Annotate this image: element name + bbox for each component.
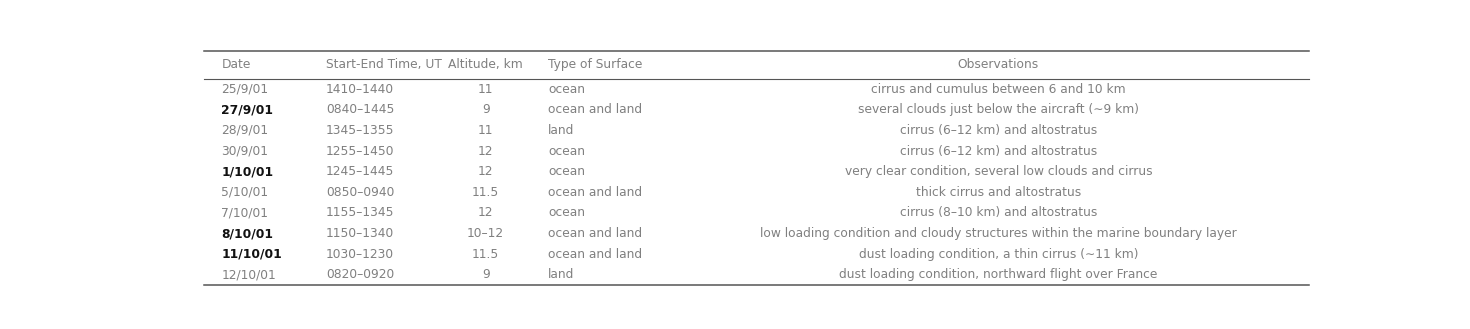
Text: 1155–1345: 1155–1345 (326, 207, 394, 219)
Text: 1150–1340: 1150–1340 (326, 227, 394, 240)
Text: 0820–0920: 0820–0920 (326, 268, 394, 281)
Text: 0840–1445: 0840–1445 (326, 103, 394, 116)
Text: very clear condition, several low clouds and cirrus: very clear condition, several low clouds… (844, 165, 1152, 178)
Text: 9: 9 (482, 103, 490, 116)
Text: Observations: Observations (957, 58, 1039, 71)
Text: Start-End Time, UT: Start-End Time, UT (326, 58, 442, 71)
Text: 25/9/01: 25/9/01 (222, 83, 269, 95)
Text: 11/10/01: 11/10/01 (222, 248, 282, 261)
Text: 27/9/01: 27/9/01 (222, 103, 273, 116)
Text: cirrus and cumulus between 6 and 10 km: cirrus and cumulus between 6 and 10 km (872, 83, 1126, 95)
Text: dust loading condition, northward flight over France: dust loading condition, northward flight… (839, 268, 1157, 281)
Text: 0850–0940: 0850–0940 (326, 186, 394, 199)
Text: 11.5: 11.5 (472, 186, 500, 199)
Text: 12: 12 (478, 144, 494, 158)
Text: 8/10/01: 8/10/01 (222, 227, 273, 240)
Text: ocean: ocean (548, 165, 585, 178)
Text: ocean and land: ocean and land (548, 248, 642, 261)
Text: cirrus (6–12 km) and altostratus: cirrus (6–12 km) and altostratus (900, 124, 1097, 137)
Text: land: land (548, 268, 575, 281)
Text: Altitude, km: Altitude, km (448, 58, 523, 71)
Text: ocean and land: ocean and land (548, 227, 642, 240)
Text: 12: 12 (478, 165, 494, 178)
Text: 11: 11 (478, 124, 494, 137)
Text: ocean and land: ocean and land (548, 103, 642, 116)
Text: 1410–1440: 1410–1440 (326, 83, 394, 95)
Text: ocean: ocean (548, 207, 585, 219)
Text: thick cirrus and altostratus: thick cirrus and altostratus (916, 186, 1080, 199)
Text: Date: Date (222, 58, 251, 71)
Text: cirrus (6–12 km) and altostratus: cirrus (6–12 km) and altostratus (900, 144, 1097, 158)
Text: 1/10/01: 1/10/01 (222, 165, 273, 178)
Text: ocean: ocean (548, 83, 585, 95)
Text: 1345–1355: 1345–1355 (326, 124, 394, 137)
Text: ocean: ocean (548, 144, 585, 158)
Text: 11.5: 11.5 (472, 248, 500, 261)
Text: low loading condition and cloudy structures within the marine boundary layer: low loading condition and cloudy structu… (760, 227, 1236, 240)
Text: 1030–1230: 1030–1230 (326, 248, 394, 261)
Text: 30/9/01: 30/9/01 (222, 144, 269, 158)
Text: 10–12: 10–12 (467, 227, 504, 240)
Text: dust loading condition, a thin cirrus (∼11 km): dust loading condition, a thin cirrus (∼… (858, 248, 1138, 261)
Text: 9: 9 (482, 268, 490, 281)
Text: several clouds just below the aircraft (∼9 km): several clouds just below the aircraft (… (858, 103, 1139, 116)
Text: 5/10/01: 5/10/01 (222, 186, 269, 199)
Text: 1255–1450: 1255–1450 (326, 144, 394, 158)
Text: Type of Surface: Type of Surface (548, 58, 642, 71)
Text: 12/10/01: 12/10/01 (222, 268, 276, 281)
Text: cirrus (8–10 km) and altostratus: cirrus (8–10 km) and altostratus (900, 207, 1097, 219)
Text: land: land (548, 124, 575, 137)
Text: ocean and land: ocean and land (548, 186, 642, 199)
Text: 12: 12 (478, 207, 494, 219)
Text: 28/9/01: 28/9/01 (222, 124, 269, 137)
Text: 11: 11 (478, 83, 494, 95)
Text: 7/10/01: 7/10/01 (222, 207, 269, 219)
Text: 1245–1445: 1245–1445 (326, 165, 394, 178)
